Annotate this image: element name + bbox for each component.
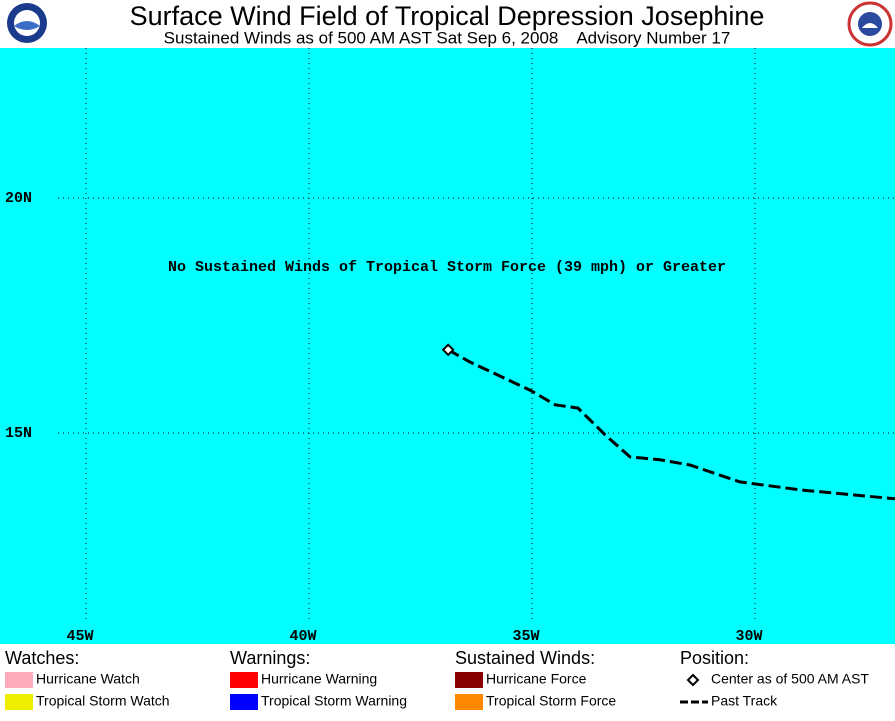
legend-swatch bbox=[230, 694, 258, 710]
lon-label: 45W bbox=[66, 628, 93, 645]
lon-label: 30W bbox=[735, 628, 762, 645]
legend-label: Hurricane Force bbox=[486, 671, 587, 687]
legend-label: Center as of 500 AM AST bbox=[711, 671, 869, 687]
legend-title: Watches: bbox=[5, 648, 79, 668]
legend-label: Tropical Storm Warning bbox=[261, 693, 407, 709]
map-message: No Sustained Winds of Tropical Storm For… bbox=[168, 259, 726, 276]
legend-title: Warnings: bbox=[230, 648, 310, 668]
legend-swatch bbox=[5, 694, 33, 710]
lat-label: 20N bbox=[5, 190, 32, 207]
legend-swatch bbox=[455, 672, 483, 688]
legend-center bbox=[686, 673, 700, 687]
legend-swatch bbox=[455, 694, 483, 710]
legend-swatch bbox=[230, 672, 258, 688]
lon-label: 35W bbox=[512, 628, 539, 645]
noaa-logo bbox=[7, 3, 47, 43]
past-track bbox=[447, 348, 895, 501]
lat-label: 15N bbox=[5, 425, 32, 442]
legend-label: Tropical Storm Watch bbox=[36, 693, 170, 709]
lon-label: 40W bbox=[289, 628, 316, 645]
legend-label: Tropical Storm Force bbox=[486, 693, 616, 709]
center-marker bbox=[441, 343, 455, 357]
title: Surface Wind Field of Tropical Depressio… bbox=[130, 1, 765, 31]
legend-title: Sustained Winds: bbox=[455, 648, 595, 668]
legend-title: Position: bbox=[680, 648, 749, 668]
legend-label: Hurricane Warning bbox=[261, 671, 377, 687]
legend-swatch bbox=[5, 672, 33, 688]
legend-label: Hurricane Watch bbox=[36, 671, 140, 687]
subtitle: Sustained Winds as of 500 AM AST Sat Sep… bbox=[164, 28, 731, 47]
legend-label: Past Track bbox=[711, 693, 778, 709]
nws-logo bbox=[847, 1, 893, 47]
